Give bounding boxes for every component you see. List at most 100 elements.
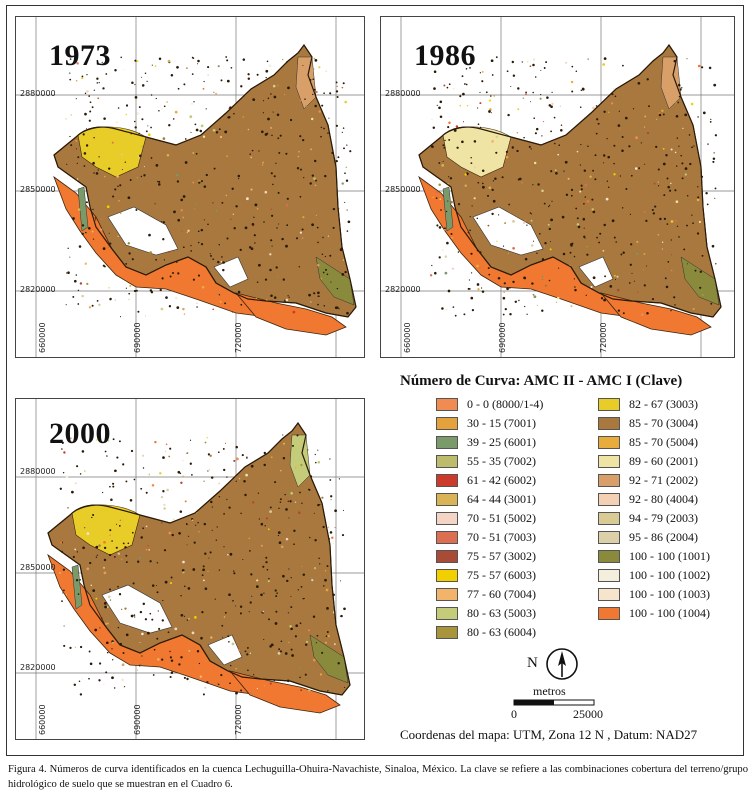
northing-label: 2820000	[20, 285, 56, 294]
map-coordinates-note: Coordenas del mapa: UTM, Zona 12 N , Dat…	[400, 727, 698, 742]
northing-label: 2820000	[385, 285, 421, 294]
map-panel-1973: 1973 2880000 2850000 2820000 660000 6900…	[15, 16, 365, 358]
legend-item: 55 - 35 (7002)	[436, 454, 536, 468]
legend-label: 85 - 70 (3004)	[629, 415, 698, 430]
legend-label: 80 - 63 (6004)	[467, 624, 536, 639]
legend-swatch	[598, 568, 620, 582]
legend-label: 55 - 35 (7002)	[467, 453, 536, 468]
legend-swatch	[436, 473, 458, 487]
legend-label: 70 - 51 (7003)	[467, 529, 536, 544]
scale-bar-graphic	[513, 699, 595, 706]
legend-swatch	[598, 492, 620, 506]
legend-label: 82 - 67 (3003)	[629, 396, 698, 411]
northing-label: 2880000	[20, 467, 56, 476]
legend-item: 70 - 51 (5002)	[436, 511, 536, 525]
legend-label: 64 - 44 (3001)	[467, 491, 536, 506]
legend-item: 100 - 100 (1004)	[598, 606, 710, 620]
legend-item: 64 - 44 (3001)	[436, 492, 536, 506]
legend-swatch	[436, 511, 458, 525]
year-label: 1973	[49, 39, 111, 72]
northing-label: 2880000	[385, 89, 421, 98]
legend-item: 70 - 51 (7003)	[436, 530, 536, 544]
easting-label: 690000	[133, 704, 142, 735]
legend-item: 30 - 15 (7001)	[436, 416, 536, 430]
legend-swatch	[436, 454, 458, 468]
legend-swatch	[598, 416, 620, 430]
legend-swatch	[598, 530, 620, 544]
legend-label: 39 - 25 (6001)	[467, 434, 536, 449]
legend-item: 92 - 71 (2002)	[598, 473, 698, 487]
legend-item: 82 - 67 (3003)	[598, 397, 698, 411]
legend-label: 85 - 70 (5004)	[629, 434, 698, 449]
legend-swatch	[598, 454, 620, 468]
legend-label: 70 - 51 (5002)	[467, 510, 536, 525]
legend-item: 61 - 42 (6002)	[436, 473, 536, 487]
legend-item: 77 - 60 (7004)	[436, 587, 536, 601]
legend-swatch	[436, 587, 458, 601]
north-label: N	[527, 655, 538, 671]
legend-label: 100 - 100 (1004)	[629, 605, 710, 620]
legend-item: 39 - 25 (6001)	[436, 435, 536, 449]
legend-item: 92 - 80 (4004)	[598, 492, 698, 506]
easting-label: 660000	[38, 704, 47, 735]
legend-label: 100 - 100 (1001)	[629, 548, 710, 563]
legend-item: 100 - 100 (1003)	[598, 587, 710, 601]
northing-label: 2820000	[20, 663, 56, 672]
legend-swatch	[598, 511, 620, 525]
legend-swatch	[598, 397, 620, 411]
easting-label: 690000	[133, 322, 142, 353]
legend-swatch	[436, 530, 458, 544]
legend-item: 80 - 63 (6004)	[436, 625, 536, 639]
legend-item: 0 - 0 (8000/1-4)	[436, 397, 543, 411]
north-arrow: N	[527, 646, 583, 684]
northing-label: 2850000	[20, 563, 56, 572]
legend-item: 80 - 63 (5003)	[436, 606, 536, 620]
legend-item: 75 - 57 (6003)	[436, 568, 536, 582]
legend-swatch	[436, 625, 458, 639]
easting-label: 690000	[498, 322, 507, 353]
scale-start-label: 0	[511, 707, 517, 721]
watershed-map-2000	[16, 399, 364, 739]
easting-label: 720000	[234, 704, 243, 735]
legend-title: Número de Curva: AMC II - AMC I (Clave)	[400, 373, 683, 389]
legend-item: 94 - 79 (2003)	[598, 511, 698, 525]
legend-swatch	[598, 606, 620, 620]
legend-label: 77 - 60 (7004)	[467, 586, 536, 601]
legend-label: 61 - 42 (6002)	[467, 472, 536, 487]
legend-label: 92 - 71 (2002)	[629, 472, 698, 487]
legend-swatch	[436, 549, 458, 563]
scale-bar: metros 0 25000	[511, 684, 603, 724]
legend-swatch	[436, 568, 458, 582]
legend-swatch	[436, 416, 458, 430]
north-arrow-icon	[546, 648, 578, 680]
year-label: 2000	[49, 417, 111, 450]
legend-label: 100 - 100 (1003)	[629, 586, 710, 601]
legend-swatch	[436, 606, 458, 620]
watershed-map-1973	[16, 17, 364, 357]
easting-label: 660000	[38, 322, 47, 353]
legend-swatch	[598, 473, 620, 487]
easting-label: 720000	[599, 322, 608, 353]
legend-label: 89 - 60 (2001)	[629, 453, 698, 468]
scale-unit: metros	[533, 684, 566, 698]
legend-swatch	[598, 435, 620, 449]
easting-label: 720000	[234, 322, 243, 353]
northing-label: 2880000	[20, 89, 56, 98]
watershed-map-1986	[381, 17, 734, 357]
legend-item: 89 - 60 (2001)	[598, 454, 698, 468]
legend-swatch	[436, 397, 458, 411]
legend-label: 94 - 79 (2003)	[629, 510, 698, 525]
legend-label: 92 - 80 (4004)	[629, 491, 698, 506]
legend-label: 75 - 57 (3002)	[467, 548, 536, 563]
legend-swatch	[598, 549, 620, 563]
legend-label: 95 - 86 (2004)	[629, 529, 698, 544]
year-label: 1986	[414, 39, 476, 72]
legend-item: 100 - 100 (1002)	[598, 568, 710, 582]
scale-end-label: 25000	[573, 707, 603, 721]
legend-swatch	[436, 435, 458, 449]
legend-item: 100 - 100 (1001)	[598, 549, 710, 563]
legend-item: 75 - 57 (3002)	[436, 549, 536, 563]
legend-swatch	[598, 587, 620, 601]
northing-label: 2850000	[20, 185, 56, 194]
legend-label: 100 - 100 (1002)	[629, 567, 710, 582]
